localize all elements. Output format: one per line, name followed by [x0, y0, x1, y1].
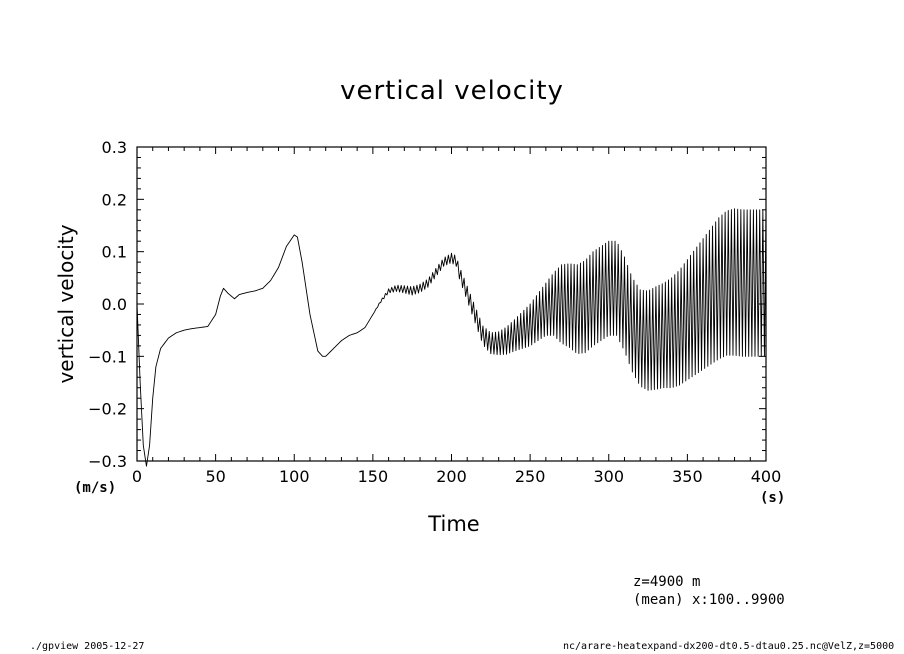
x-tick-label: 250 — [515, 467, 546, 486]
series-line — [136, 208, 767, 467]
y-tick-label: −0.2 — [88, 400, 127, 419]
y-tick-label: 0.0 — [102, 295, 127, 314]
annotation-height: z=4900 m — [633, 574, 701, 590]
x-tick-label: 350 — [672, 467, 703, 486]
annotation-mean: (mean) x:100..9900 — [633, 592, 785, 608]
footer-left: ./gpview 2005-12-27 — [30, 641, 145, 652]
y-tick-label: −0.3 — [88, 452, 127, 471]
y-axis-label: vertical velocity — [54, 224, 78, 384]
y-axis-unit: (m/s) — [74, 480, 117, 496]
y-tick-label: −0.1 — [88, 347, 127, 366]
x-tick-label: 0 — [132, 467, 142, 486]
x-axis-label: Time — [428, 512, 480, 536]
series-group — [136, 208, 767, 467]
axis-tick-labels: 0 50 100 150 200 250 300 350 400 −0.3 −0.2 −0.1 0.0 0… — [88, 138, 781, 486]
x-tick-label: 200 — [436, 467, 467, 486]
x-tick-label: 300 — [593, 467, 624, 486]
y-tick-label: 0.3 — [102, 138, 127, 157]
chart-title: vertical velocity — [340, 76, 564, 106]
x-tick-label: 400 — [751, 467, 782, 486]
x-tick-label: 100 — [279, 467, 310, 486]
x-tick-label: 50 — [205, 467, 225, 486]
footer-right: nc/arare-heatexpand-dx200-dt0.5-dtau0.25… — [563, 641, 895, 652]
y-tick-label: 0.1 — [102, 243, 127, 262]
y-tick-label: 0.2 — [102, 190, 127, 209]
x-tick-label: 150 — [358, 467, 389, 486]
x-axis-unit: (s) — [760, 490, 786, 506]
